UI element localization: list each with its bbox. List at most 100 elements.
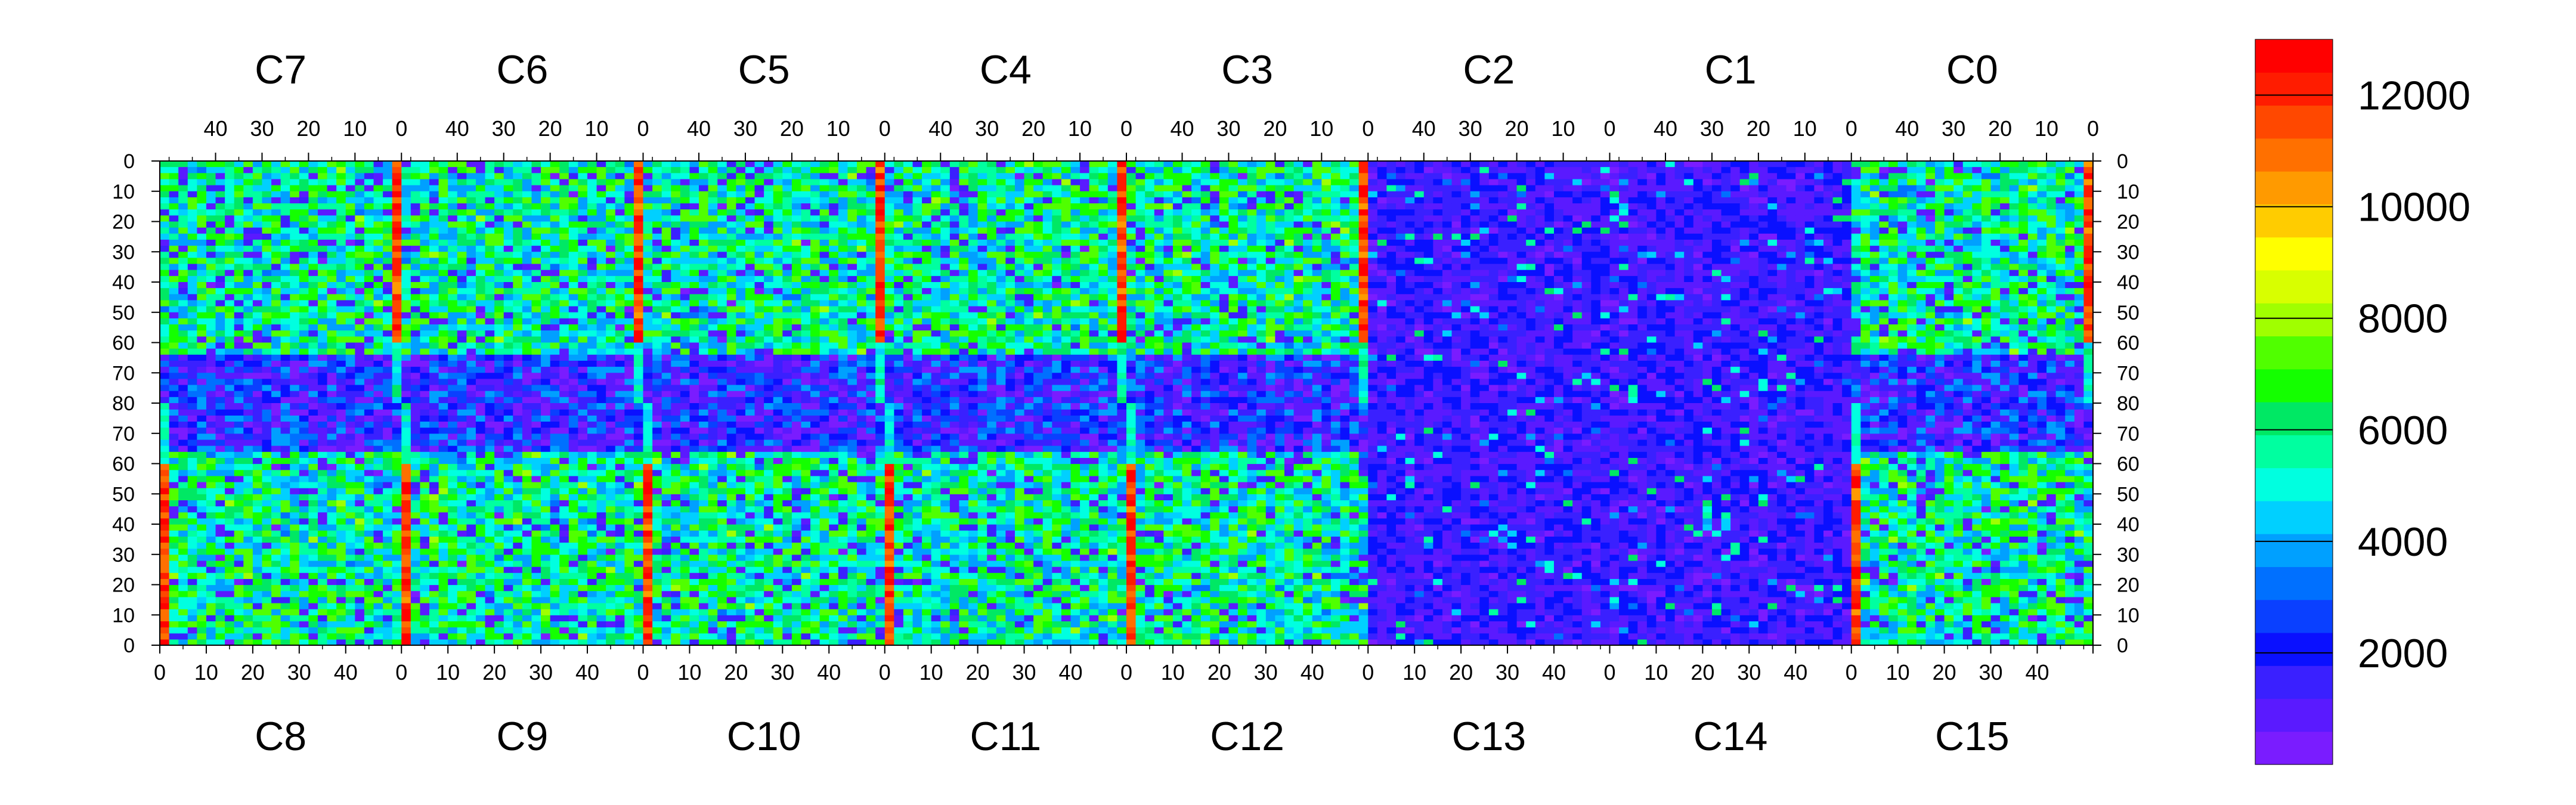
heatmap-cell bbox=[699, 233, 709, 240]
heatmap-cell bbox=[866, 252, 876, 258]
heatmap-cell bbox=[401, 203, 411, 210]
heatmap-cell bbox=[290, 512, 300, 519]
heatmap-cell bbox=[327, 397, 337, 404]
heatmap-cell bbox=[559, 463, 569, 470]
heatmap-cell bbox=[448, 451, 458, 458]
heatmap-cell bbox=[559, 227, 569, 234]
heatmap-cell bbox=[401, 239, 411, 246]
heatmap-cell bbox=[568, 367, 578, 373]
heatmap-cell bbox=[875, 300, 886, 307]
heatmap-cell bbox=[215, 167, 225, 174]
heatmap-cell bbox=[327, 270, 337, 277]
heatmap-cell bbox=[262, 590, 272, 597]
heatmap-cell bbox=[327, 348, 337, 355]
heatmap-cell bbox=[401, 554, 411, 561]
heatmap-cell bbox=[448, 403, 458, 410]
heatmap-cell bbox=[838, 215, 849, 222]
heatmap-cell bbox=[522, 360, 532, 367]
heatmap-cell bbox=[401, 318, 411, 325]
heatmap-cell bbox=[187, 627, 197, 634]
heatmap-cell bbox=[875, 197, 886, 204]
heatmap-cell bbox=[308, 354, 318, 361]
heatmap-cell bbox=[383, 627, 393, 634]
heatmap-cell bbox=[503, 300, 513, 307]
heatmap-cell bbox=[308, 451, 318, 458]
heatmap-cell bbox=[345, 294, 355, 301]
heatmap-cell bbox=[568, 288, 578, 295]
heatmap-cell bbox=[615, 179, 625, 186]
heatmap-cell bbox=[410, 584, 421, 592]
heatmap-cell bbox=[160, 494, 170, 500]
heatmap-cell bbox=[782, 203, 792, 210]
heatmap-cell bbox=[522, 494, 532, 500]
heatmap-cell bbox=[596, 282, 606, 289]
heatmap-cell bbox=[215, 518, 225, 525]
heatmap-cell bbox=[160, 463, 170, 470]
heatmap-cell bbox=[568, 191, 578, 198]
heatmap-cell bbox=[578, 360, 588, 367]
heatmap-cell bbox=[689, 173, 699, 180]
heatmap-cell bbox=[355, 451, 365, 458]
heatmap-cell bbox=[875, 161, 886, 168]
heatmap-cell bbox=[624, 506, 634, 513]
heatmap-cell bbox=[243, 391, 253, 398]
heatmap-cell bbox=[689, 270, 699, 277]
heatmap-cell bbox=[336, 621, 346, 628]
heatmap-cell bbox=[308, 524, 318, 531]
heatmap-cell bbox=[680, 185, 691, 192]
heatmap-cell bbox=[494, 282, 504, 289]
heatmap-cell bbox=[252, 354, 263, 361]
heatmap-cell bbox=[615, 270, 625, 277]
heatmap-cell bbox=[327, 246, 337, 252]
heatmap-cell bbox=[568, 439, 578, 446]
heatmap-cell bbox=[317, 633, 328, 640]
heatmap-cell bbox=[299, 197, 309, 204]
heatmap-cell bbox=[187, 621, 197, 628]
heatmap-cell bbox=[169, 270, 179, 277]
heatmap-cell bbox=[401, 451, 411, 458]
heatmap-cell bbox=[364, 385, 374, 392]
heatmap-cell bbox=[856, 161, 867, 168]
heatmap-cell bbox=[726, 270, 736, 277]
heatmap-cell bbox=[345, 488, 355, 494]
heatmap-cell bbox=[466, 185, 476, 192]
heatmap-cell bbox=[466, 427, 476, 434]
heatmap-cell bbox=[661, 179, 671, 186]
heatmap-cell bbox=[187, 197, 197, 204]
heatmap-cell bbox=[736, 221, 746, 228]
heatmap-cell bbox=[438, 439, 448, 446]
heatmap-cell bbox=[225, 602, 235, 609]
heatmap-cell bbox=[764, 173, 774, 180]
heatmap-cell bbox=[457, 463, 467, 470]
heatmap-cell bbox=[475, 572, 486, 579]
heatmap-cell bbox=[252, 639, 263, 646]
heatmap-cell bbox=[373, 463, 383, 470]
heatmap-cell bbox=[596, 354, 606, 361]
heatmap-cell bbox=[187, 275, 197, 283]
heatmap-cell bbox=[290, 494, 300, 500]
heatmap-cell bbox=[615, 324, 625, 331]
heatmap-cell bbox=[485, 348, 495, 355]
heatmap-cell bbox=[810, 270, 821, 277]
heatmap-cell bbox=[485, 397, 495, 404]
heatmap-cell bbox=[745, 312, 756, 319]
heatmap-cell bbox=[420, 621, 430, 628]
heatmap-cell bbox=[383, 536, 393, 543]
heatmap-cell bbox=[280, 475, 290, 482]
heatmap-cell bbox=[606, 415, 616, 422]
heatmap-cell bbox=[541, 445, 551, 452]
heatmap-cell bbox=[596, 367, 606, 373]
heatmap-cell bbox=[290, 633, 300, 640]
heatmap-cell bbox=[355, 512, 365, 519]
heatmap-cell bbox=[671, 185, 681, 192]
heatmap-cell bbox=[383, 481, 393, 488]
heatmap-cell bbox=[317, 512, 328, 519]
heatmap-cell bbox=[568, 203, 578, 210]
heatmap-cell bbox=[420, 270, 430, 277]
heatmap-cell bbox=[541, 397, 551, 404]
heatmap-cell bbox=[578, 596, 588, 603]
heatmap-cell bbox=[290, 518, 300, 525]
heatmap-cell bbox=[615, 173, 625, 180]
heatmap-cell bbox=[345, 536, 355, 543]
heatmap-cell bbox=[559, 554, 569, 561]
